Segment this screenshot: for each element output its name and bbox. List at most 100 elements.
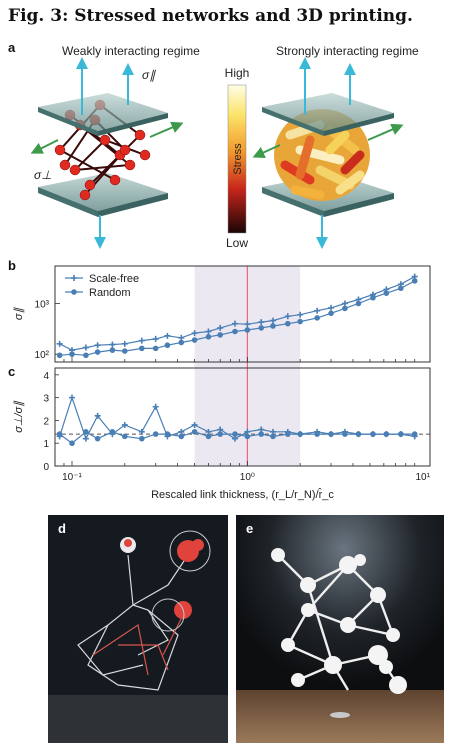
random-c-point — [232, 431, 238, 437]
stress-charts: 10⁻¹ 10⁰ 10¹ 10² 10³ 0 1 2 3 4 σ∥ σ⊥/σ∥ Rescaled lin… — [13, 265, 431, 501]
scale-free-b-point — [314, 307, 321, 314]
legend-marker — [71, 289, 77, 295]
random-b-point — [138, 345, 145, 352]
scale-free-b-point — [82, 344, 89, 351]
scale-free-b-point — [269, 317, 276, 324]
x-tick-label: 10¹ — [416, 472, 431, 483]
random-c-point — [411, 431, 418, 437]
scale-free-b-point — [205, 328, 212, 335]
scale-free-c-point — [94, 412, 101, 419]
scale-free-b-point — [191, 330, 198, 337]
random-b-point — [152, 345, 159, 352]
scale-free-c-point — [121, 421, 128, 428]
scale-free-b-point — [164, 332, 171, 339]
random-b-point — [217, 332, 224, 338]
random-c-point — [270, 433, 276, 440]
random-c-point — [314, 431, 320, 437]
random-c-point — [383, 431, 390, 437]
stress-colorbar — [227, 84, 247, 234]
random-c-point — [244, 433, 251, 440]
photo-panel-illustrations — [48, 515, 444, 743]
panel-c-label: c — [8, 364, 16, 379]
panel-d-label: d — [58, 521, 66, 536]
random-c-point — [258, 431, 265, 437]
random-b-point — [383, 290, 390, 296]
y-tick-label: 1 — [43, 439, 49, 450]
random-b-point — [270, 323, 276, 329]
photo-panels: d e — [48, 515, 444, 743]
scale-free-b-point — [341, 300, 348, 307]
scale-free-b-point — [94, 342, 101, 349]
random-c-point — [178, 433, 185, 440]
legend-label: Scale-free — [89, 273, 139, 285]
random-b-point — [328, 310, 334, 317]
scale-free-b-point — [152, 335, 159, 342]
y-tick-label: 4 — [43, 371, 49, 382]
legend-label: Random — [89, 287, 131, 299]
random-b-point — [411, 278, 418, 284]
weak-regime-title: Weakly interacting regime — [62, 44, 200, 58]
strong-regime-title: Strongly interacting regime — [276, 44, 419, 58]
scale-free-c-point — [138, 428, 145, 435]
random-b-point — [83, 352, 89, 359]
random-b-point — [69, 351, 75, 357]
random-c-point — [69, 440, 75, 447]
x-tick-label: 10⁰ — [240, 472, 255, 483]
random-c-point — [328, 431, 334, 437]
colorbar-high-label: High — [225, 66, 250, 80]
random-b-point — [370, 294, 376, 301]
y-tick-label: 3 — [43, 394, 49, 405]
random-c-point — [297, 431, 303, 437]
scale-free-c-point — [68, 394, 75, 401]
scale-free-b-point — [109, 341, 116, 348]
colorbar-axis-label: Stress — [232, 143, 244, 175]
scale-free-b-point — [297, 311, 304, 318]
random-c-point — [191, 429, 198, 435]
y-tick-label: 10³ — [35, 300, 50, 311]
random-c-point — [217, 431, 224, 437]
random-b-point — [284, 320, 291, 327]
scale-free-c-point — [152, 403, 159, 410]
panel-c-y-label: σ⊥/σ∥ — [13, 400, 25, 433]
random-b-point — [232, 328, 238, 335]
random-b-point — [121, 348, 128, 354]
scale-free-b-point — [121, 340, 128, 347]
y-tick-label: 0 — [43, 462, 49, 473]
random-b-point — [164, 342, 171, 349]
random-c-point — [370, 431, 376, 437]
panel-b-label: b — [8, 258, 16, 273]
figure-title: Fig. 3: Stressed networks and 3D printin… — [8, 6, 413, 26]
legend-marker — [71, 275, 77, 281]
random-b-point — [94, 349, 101, 355]
scale-free-b-point — [284, 313, 291, 320]
random-c-point — [109, 429, 116, 435]
strong-network-illustration — [252, 57, 404, 249]
random-c-point — [152, 431, 159, 437]
random-c-point — [56, 431, 63, 437]
scale-free-b-point — [328, 304, 335, 311]
panel-e-image — [236, 515, 444, 743]
sigma-parallel-label: σ∥ — [142, 68, 156, 82]
sigma-perp-label: σ⊥ — [34, 168, 52, 182]
panel-a-illustration: σ∥ σ⊥ High Low Stress — [30, 57, 404, 250]
random-b-point — [191, 337, 198, 343]
panel-e-label: e — [246, 521, 254, 536]
random-c-point — [94, 435, 101, 442]
scale-free-c-point — [82, 435, 89, 442]
panel-b-frame — [54, 265, 431, 363]
scale-free-b-point — [258, 319, 265, 326]
y-tick-label: 2 — [43, 416, 49, 427]
panel-b-y-label: σ∥ — [13, 306, 25, 320]
random-b-point — [355, 300, 362, 307]
random-c-point — [138, 435, 145, 442]
scale-free-b-point — [231, 320, 238, 327]
random-b-point — [109, 347, 116, 353]
scale-free-b-point — [138, 337, 145, 344]
random-b-point — [244, 327, 251, 333]
random-b-point — [205, 334, 212, 340]
random-c-point — [83, 429, 89, 435]
random-b-point — [398, 285, 404, 292]
random-b-point — [56, 352, 63, 359]
weak-network-illustration — [30, 57, 184, 249]
x-axis-label: Rescaled link thickness, (r_L/r_N)/r̂_c — [151, 487, 334, 501]
